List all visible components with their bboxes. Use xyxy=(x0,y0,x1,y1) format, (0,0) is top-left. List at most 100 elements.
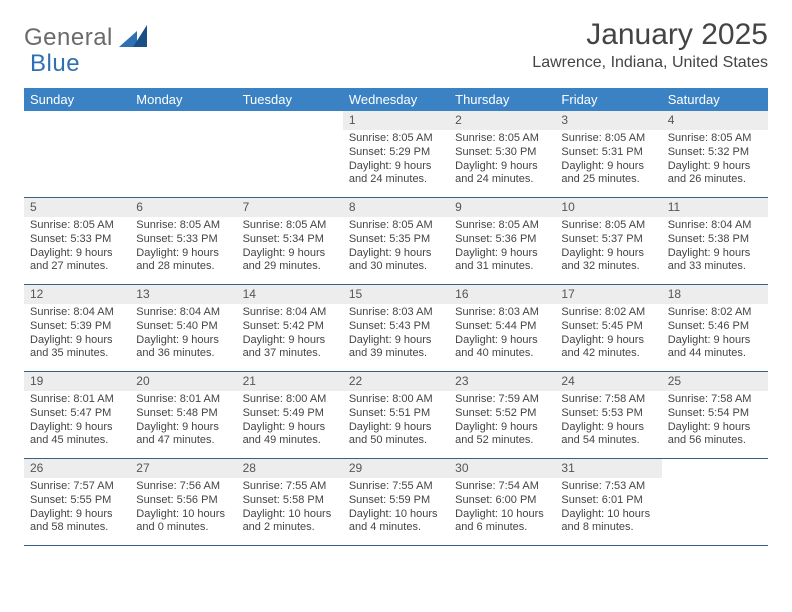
day-number: 4 xyxy=(662,111,768,130)
day-daylight1: Daylight: 9 hours xyxy=(561,247,655,261)
day-sunset: Sunset: 5:42 PM xyxy=(243,320,337,334)
day-cell: 15Sunrise: 8:03 AMSunset: 5:43 PMDayligh… xyxy=(343,285,449,371)
day-daylight2: and 26 minutes. xyxy=(668,173,762,187)
title-block: January 2025 Lawrence, Indiana, United S… xyxy=(532,18,768,72)
day-daylight2: and 35 minutes. xyxy=(30,347,124,361)
day-sunrise: Sunrise: 8:03 AM xyxy=(349,306,443,320)
day-number: 13 xyxy=(130,285,236,304)
day-daylight2: and 2 minutes. xyxy=(243,521,337,535)
day-daylight1: Daylight: 9 hours xyxy=(561,421,655,435)
day-body: Sunrise: 7:54 AMSunset: 6:00 PMDaylight:… xyxy=(449,480,555,539)
day-daylight2: and 49 minutes. xyxy=(243,434,337,448)
day-sunset: Sunset: 5:33 PM xyxy=(136,233,230,247)
day-cell: 20Sunrise: 8:01 AMSunset: 5:48 PMDayligh… xyxy=(130,372,236,458)
day-daylight1: Daylight: 9 hours xyxy=(455,421,549,435)
day-cell-empty xyxy=(237,111,343,197)
day-sunset: Sunset: 5:36 PM xyxy=(455,233,549,247)
day-daylight2: and 36 minutes. xyxy=(136,347,230,361)
day-sunrise: Sunrise: 8:05 AM xyxy=(136,219,230,233)
day-sunrise: Sunrise: 7:57 AM xyxy=(30,480,124,494)
day-sunrise: Sunrise: 8:02 AM xyxy=(561,306,655,320)
day-number: 15 xyxy=(343,285,449,304)
day-sunrise: Sunrise: 8:04 AM xyxy=(243,306,337,320)
day-body: Sunrise: 7:57 AMSunset: 5:55 PMDaylight:… xyxy=(24,480,130,539)
day-daylight2: and 47 minutes. xyxy=(136,434,230,448)
day-body: Sunrise: 8:05 AMSunset: 5:33 PMDaylight:… xyxy=(24,219,130,278)
day-cell: 8Sunrise: 8:05 AMSunset: 5:35 PMDaylight… xyxy=(343,198,449,284)
day-body xyxy=(130,132,236,136)
day-number: 2 xyxy=(449,111,555,130)
day-number: 28 xyxy=(237,459,343,478)
day-number: 12 xyxy=(24,285,130,304)
day-sunrise: Sunrise: 8:03 AM xyxy=(455,306,549,320)
dow-wednesday: Wednesday xyxy=(343,88,449,111)
day-body: Sunrise: 8:05 AMSunset: 5:32 PMDaylight:… xyxy=(662,132,768,191)
day-sunrise: Sunrise: 8:04 AM xyxy=(136,306,230,320)
day-daylight2: and 40 minutes. xyxy=(455,347,549,361)
day-sunset: Sunset: 5:58 PM xyxy=(243,494,337,508)
day-daylight2: and 31 minutes. xyxy=(455,260,549,274)
day-number: 14 xyxy=(237,285,343,304)
day-sunset: Sunset: 5:53 PM xyxy=(561,407,655,421)
day-body: Sunrise: 7:58 AMSunset: 5:53 PMDaylight:… xyxy=(555,393,661,452)
day-body: Sunrise: 8:01 AMSunset: 5:48 PMDaylight:… xyxy=(130,393,236,452)
day-sunrise: Sunrise: 8:00 AM xyxy=(243,393,337,407)
day-daylight2: and 56 minutes. xyxy=(668,434,762,448)
day-sunrise: Sunrise: 7:54 AM xyxy=(455,480,549,494)
day-cell: 17Sunrise: 8:02 AMSunset: 5:45 PMDayligh… xyxy=(555,285,661,371)
day-cell: 23Sunrise: 7:59 AMSunset: 5:52 PMDayligh… xyxy=(449,372,555,458)
day-cell: 21Sunrise: 8:00 AMSunset: 5:49 PMDayligh… xyxy=(237,372,343,458)
day-number: 6 xyxy=(130,198,236,217)
day-daylight2: and 25 minutes. xyxy=(561,173,655,187)
day-number: 5 xyxy=(24,198,130,217)
day-cell: 5 Sunrise: 8:05 AMSunset: 5:33 PMDaylight… xyxy=(24,198,130,284)
day-body: Sunrise: 8:04 AMSunset: 5:42 PMDaylight:… xyxy=(237,306,343,365)
day-sunrise: Sunrise: 7:59 AM xyxy=(455,393,549,407)
brand-logo: General xyxy=(24,24,149,52)
day-body: Sunrise: 7:55 AMSunset: 5:59 PMDaylight:… xyxy=(343,480,449,539)
day-sunrise: Sunrise: 7:53 AM xyxy=(561,480,655,494)
day-sunrise: Sunrise: 8:05 AM xyxy=(30,219,124,233)
day-sunrise: Sunrise: 7:58 AM xyxy=(561,393,655,407)
day-body: Sunrise: 7:56 AMSunset: 5:56 PMDaylight:… xyxy=(130,480,236,539)
day-sunrise: Sunrise: 8:01 AM xyxy=(30,393,124,407)
brand-mark-icon xyxy=(119,25,147,52)
day-sunset: Sunset: 5:32 PM xyxy=(668,146,762,160)
day-sunset: Sunset: 6:00 PM xyxy=(455,494,549,508)
day-cell-empty xyxy=(662,459,768,545)
day-number: 26 xyxy=(24,459,130,478)
day-cell: 29 Sunrise: 7:55 AMSunset: 5:59 PMDayligh… xyxy=(343,459,449,545)
day-daylight2: and 28 minutes. xyxy=(136,260,230,274)
day-sunset: Sunset: 5:39 PM xyxy=(30,320,124,334)
day-number: 1 xyxy=(343,111,449,130)
day-body xyxy=(237,132,343,136)
day-cell: 18Sunrise: 8:02 AMSunset: 5:46 PMDayligh… xyxy=(662,285,768,371)
day-daylight2: and 58 minutes. xyxy=(30,521,124,535)
day-sunrise: Sunrise: 8:04 AM xyxy=(668,219,762,233)
day-body: Sunrise: 7:59 AMSunset: 5:52 PMDaylight:… xyxy=(449,393,555,452)
day-number: 8 xyxy=(343,198,449,217)
day-number: 16 xyxy=(449,285,555,304)
day-number: 29 xyxy=(343,459,449,478)
day-cell: 2Sunrise: 8:05 AMSunset: 5:30 PMDaylight… xyxy=(449,111,555,197)
day-sunset: Sunset: 5:51 PM xyxy=(349,407,443,421)
day-cell: 26 Sunrise: 7:57 AMSunset: 5:55 PMDayligh… xyxy=(24,459,130,545)
day-cell-empty xyxy=(130,111,236,197)
day-body: Sunrise: 8:05 AMSunset: 5:29 PMDaylight:… xyxy=(343,132,449,191)
day-daylight1: Daylight: 9 hours xyxy=(349,247,443,261)
day-daylight1: Daylight: 9 hours xyxy=(136,421,230,435)
day-sunset: Sunset: 5:31 PM xyxy=(561,146,655,160)
day-sunrise: Sunrise: 8:05 AM xyxy=(668,132,762,146)
day-body xyxy=(662,480,768,484)
day-daylight2: and 44 minutes. xyxy=(668,347,762,361)
day-daylight1: Daylight: 9 hours xyxy=(455,247,549,261)
day-body: Sunrise: 8:00 AMSunset: 5:49 PMDaylight:… xyxy=(237,393,343,452)
day-sunrise: Sunrise: 8:05 AM xyxy=(243,219,337,233)
day-sunset: Sunset: 5:33 PM xyxy=(30,233,124,247)
day-sunset: Sunset: 5:34 PM xyxy=(243,233,337,247)
day-number: 9 xyxy=(449,198,555,217)
day-sunset: Sunset: 6:01 PM xyxy=(561,494,655,508)
day-daylight1: Daylight: 9 hours xyxy=(243,247,337,261)
day-body: Sunrise: 8:05 AMSunset: 5:36 PMDaylight:… xyxy=(449,219,555,278)
day-daylight1: Daylight: 9 hours xyxy=(243,334,337,348)
